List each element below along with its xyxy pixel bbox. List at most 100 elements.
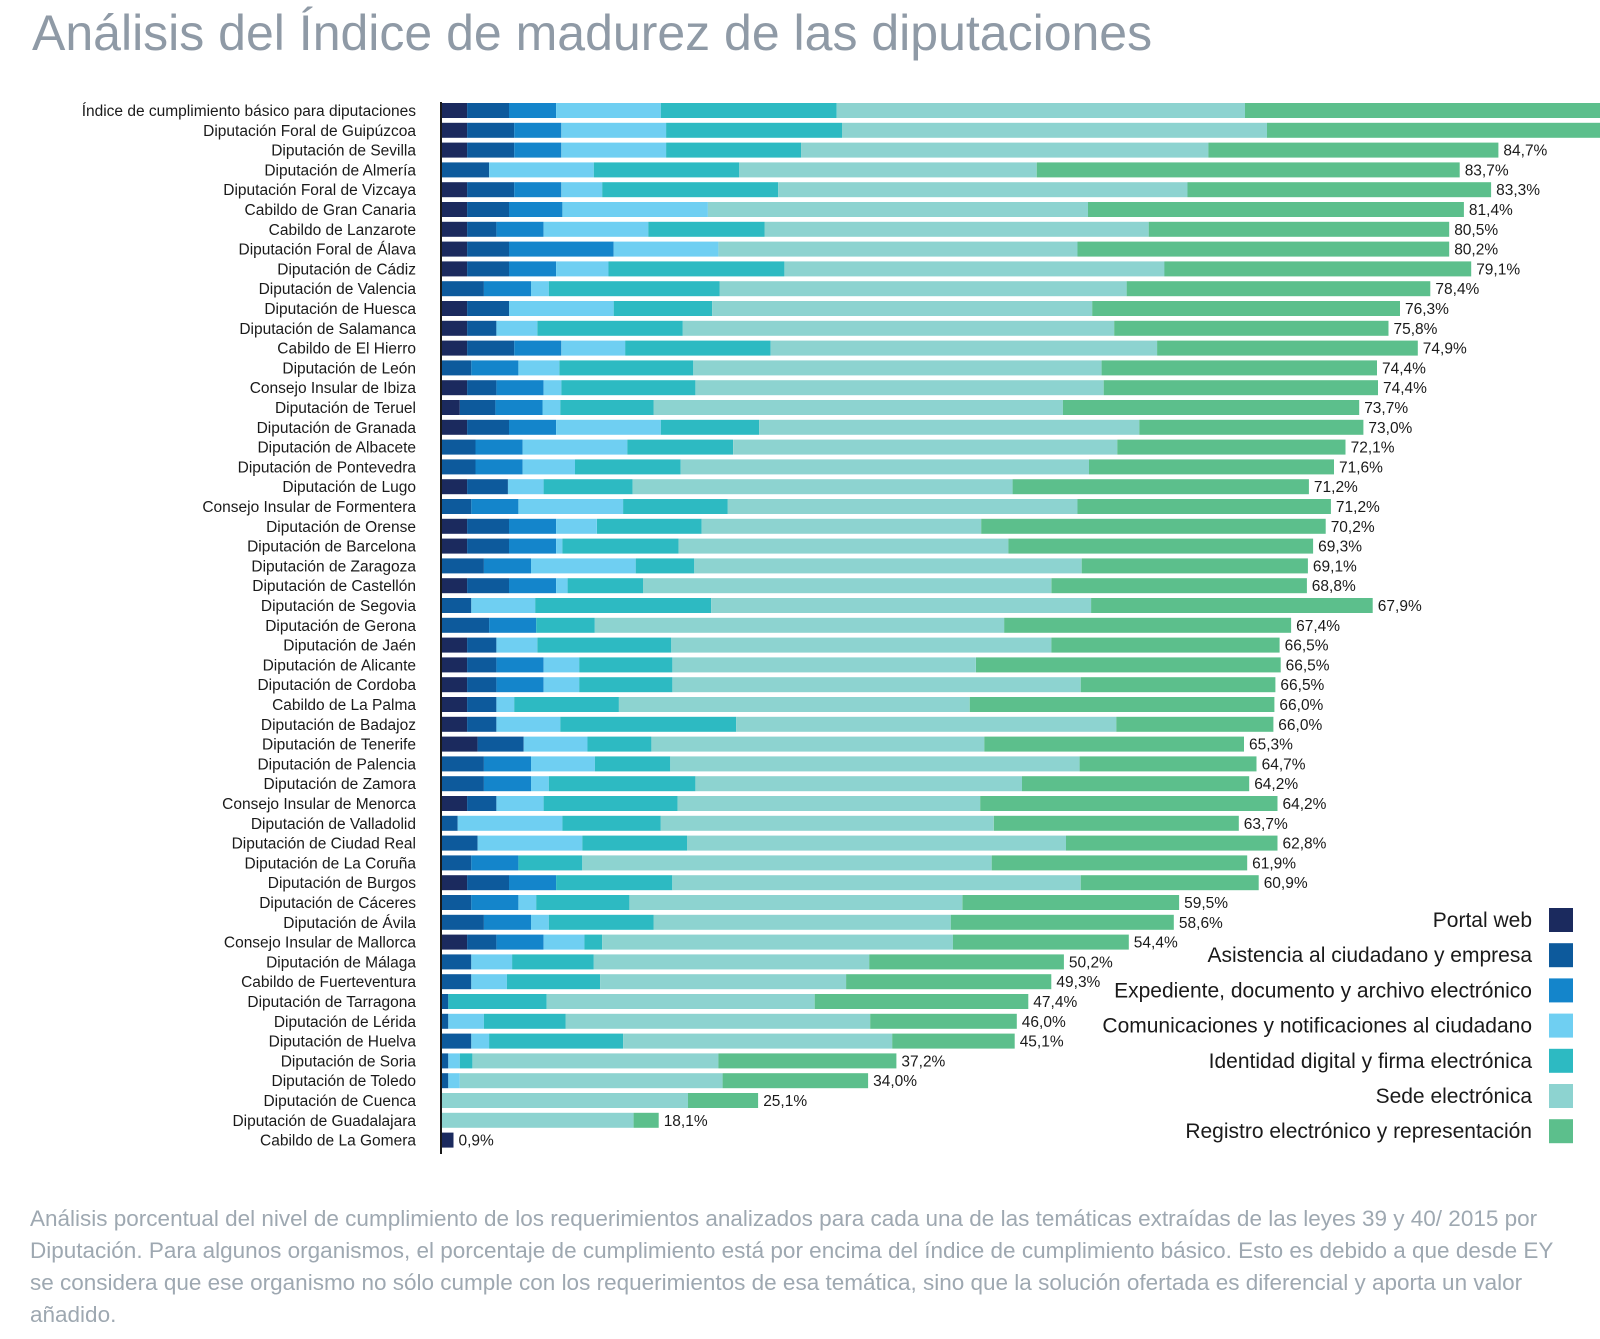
bar-segment: [556, 538, 563, 554]
bar-segment: [483, 281, 531, 297]
legend-label: Sede electrónica: [1376, 1085, 1533, 1108]
bar-segment: [442, 103, 468, 118]
bar-segment: [648, 221, 765, 237]
data-label: 66,0%: [1279, 697, 1323, 714]
bar-segment: [688, 1093, 759, 1108]
bar-segment: [1139, 419, 1364, 435]
bar-segment: [442, 518, 468, 534]
bar-segment: [687, 835, 1066, 851]
bar-segment: [727, 499, 1078, 514]
bar-segment: [1092, 301, 1400, 316]
bar-segment: [442, 439, 476, 455]
bar-segment: [467, 340, 515, 356]
bar-row: Diputación de Granada 73,0%: [257, 419, 1413, 437]
bar-segment: [718, 1053, 897, 1069]
data-label: 81,4%: [1469, 202, 1513, 219]
bar-segment: [695, 380, 1104, 396]
row-label: Diputación de Teruel: [275, 400, 416, 417]
bar-segment: [556, 518, 597, 534]
data-label: 69,3%: [1318, 539, 1362, 556]
bar-segment: [442, 934, 468, 950]
row-label: Diputación de Zaragoza: [251, 558, 416, 575]
bar-segment: [471, 974, 507, 990]
bar-row: Diputación de Alicante 66,5%: [263, 657, 1330, 674]
data-label: 74,9%: [1423, 341, 1467, 358]
bar-segment: [442, 875, 468, 891]
data-label: 78,4%: [1435, 281, 1479, 298]
bar-segment: [543, 657, 580, 673]
bar-segment: [556, 261, 609, 277]
bar-segment: [1089, 459, 1334, 475]
bar-segment: [442, 261, 468, 277]
legend-label: Comunicaciones y notificaciones al ciuda…: [1102, 1015, 1532, 1038]
bar-segment: [442, 340, 468, 356]
bar-segment: [543, 380, 562, 396]
bar-segment: [509, 419, 557, 435]
bar-row: Diputación de Segovia 67,9%: [261, 598, 1422, 615]
bar-segment: [736, 716, 1117, 732]
bar-segment: [1022, 776, 1250, 792]
bar-segment: [471, 895, 519, 910]
bar-segment: [509, 518, 557, 534]
bar-segment: [561, 340, 626, 356]
bar-segment: [514, 122, 562, 138]
bar-segment: [531, 281, 549, 297]
bar-segment: [442, 1132, 454, 1148]
data-label: 49,3%: [1056, 974, 1100, 991]
bar-segment: [467, 934, 497, 950]
bar-segment: [1101, 360, 1377, 376]
bar-segment: [442, 756, 484, 772]
bar-segment: [722, 1073, 869, 1089]
bar-segment: [531, 776, 549, 792]
bar-segment: [602, 934, 953, 950]
bar-segment: [442, 835, 478, 851]
bar-segment: [587, 736, 652, 752]
bar-segment: [442, 538, 468, 554]
legend-swatch: [1549, 908, 1573, 932]
bar-segment: [1208, 142, 1499, 158]
legend-swatch: [1549, 943, 1573, 968]
bar-segment: [593, 162, 740, 178]
data-label: 61,9%: [1252, 855, 1296, 872]
stacked-bar-chart: Índice de cumplimiento básico para diput…: [82, 102, 1600, 1154]
bar-segment: [546, 994, 815, 1009]
bar-segment: [496, 657, 544, 673]
row-label: Diputación de Badajoz: [261, 717, 416, 734]
legend-item: Portal web: [1433, 908, 1573, 932]
bar-segment: [770, 340, 1158, 356]
bar-segment: [509, 103, 557, 118]
bar-segment: [459, 1073, 723, 1089]
bar-segment: [625, 340, 771, 356]
bar-segment: [556, 875, 673, 891]
bar-segment: [442, 1033, 472, 1049]
row-label: Índice de cumplimiento básico para diput…: [82, 103, 417, 120]
bar-segment: [980, 796, 1278, 811]
bar-segment: [950, 914, 1174, 930]
data-label: 66,5%: [1285, 638, 1329, 655]
bar-segment: [1077, 499, 1331, 514]
bar-segment: [475, 459, 523, 475]
row-label: Diputación de Cuenca: [263, 1093, 416, 1110]
bar-segment: [680, 459, 1089, 475]
bar-segment: [457, 815, 563, 831]
bar-segment: [1008, 538, 1314, 554]
bar-segment: [582, 835, 687, 851]
row-label: Diputación de Lérida: [274, 1014, 417, 1031]
data-label: 47,4%: [1033, 994, 1077, 1011]
bar-segment: [543, 221, 649, 237]
bar-row: Índice de cumplimiento básico para diput…: [82, 103, 1600, 120]
bar-segment: [537, 320, 683, 336]
data-label: 66,5%: [1286, 657, 1330, 674]
bar-segment: [1103, 380, 1378, 396]
bar-row: Diputación de Tenerife 65,3%: [262, 736, 1293, 754]
bar-segment: [594, 617, 1005, 633]
bar-segment: [548, 914, 654, 930]
bar-row: Diputación de Zamora 64,2%: [264, 776, 1298, 793]
legend-item: Asistencia al ciudadano y empresa: [1207, 943, 1573, 968]
bar-segment: [1077, 241, 1450, 257]
bar-segment: [471, 598, 536, 613]
bar-segment: [682, 320, 1115, 336]
data-label: 60,9%: [1264, 875, 1308, 892]
bar-segment: [559, 360, 694, 376]
bar-segment: [475, 439, 523, 455]
